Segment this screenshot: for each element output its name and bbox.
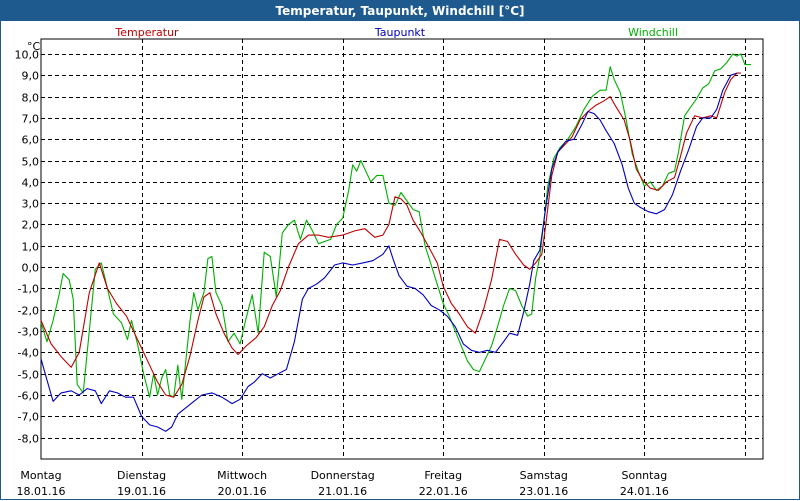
legend-windchill: Windchill [628, 26, 678, 39]
series-lines [40, 53, 751, 432]
x-tick-day: Donnerstag [311, 469, 375, 482]
x-tick-day: Sonntag [621, 469, 667, 482]
y-tick-label: 1,0 [22, 241, 40, 254]
grid [41, 39, 763, 459]
y-tick-label: 9,0 [22, 70, 40, 83]
x-tick-date: 23.01.16 [519, 485, 568, 498]
x-tick-date: 20.01.16 [218, 485, 267, 498]
x-tick-labels: Montag 18.01.16 Dienstag 19.01.16 Mittwoch 20… [17, 469, 669, 498]
y-tick-label: 3,0 [22, 198, 40, 211]
y-tick-label: 10,0 [15, 49, 40, 62]
legend-temperatur: Temperatur [114, 26, 179, 39]
y-tick-label: -1,0 [18, 283, 39, 296]
y-tick-label: -8,0 [18, 433, 39, 446]
x-tick-date: 19.01.16 [117, 485, 166, 498]
x-tick-date: 24.01.16 [620, 485, 669, 498]
series-line-temperatur [40, 72, 741, 398]
y-axis-unit: °C [27, 40, 41, 53]
y-tick-label: -6,0 [18, 390, 39, 403]
y-tick-label: -7,0 [18, 411, 39, 424]
y-tick-label: 0,0 [22, 262, 40, 275]
x-tick-day: Freitag [424, 469, 462, 482]
y-tick-label: -2,0 [18, 305, 39, 318]
axes [40, 38, 764, 460]
y-tick-label: -3,0 [18, 326, 39, 339]
y-tick-label: 5,0 [22, 156, 40, 169]
x-tick-date: 18.01.16 [17, 485, 66, 498]
y-tick-labels: 10,0 9,0 8,0 7,0 6,0 5,0 4,0 3,0 2,0 1,0 0,0 -1,0 -2… [15, 49, 40, 446]
series-line-taupunkt [40, 72, 738, 432]
legend: Temperatur Taupunkt Windchill [114, 26, 678, 39]
legend-taupunkt: Taupunkt [374, 26, 426, 39]
x-tick-date: 21.01.16 [318, 485, 367, 498]
y-tick-label: -4,0 [18, 347, 39, 360]
chart-title: Temperatur, Taupunkt, Windchill [°C] [1, 1, 799, 21]
y-tick-label: 7,0 [22, 113, 40, 126]
x-tick-day: Samstag [520, 469, 568, 482]
x-tick-day: Montag [20, 469, 61, 482]
plot-area [40, 38, 764, 460]
y-tick-label: -5,0 [18, 369, 39, 382]
y-tick-label: 8,0 [22, 92, 40, 105]
y-tick-label: 4,0 [22, 177, 40, 190]
x-tick-day: Dienstag [117, 469, 166, 482]
y-tick-label: 6,0 [22, 134, 40, 147]
x-tick-day: Mittwoch [217, 469, 267, 482]
x-tick-date: 22.01.16 [419, 485, 468, 498]
y-tick-label: 2,0 [22, 219, 40, 232]
